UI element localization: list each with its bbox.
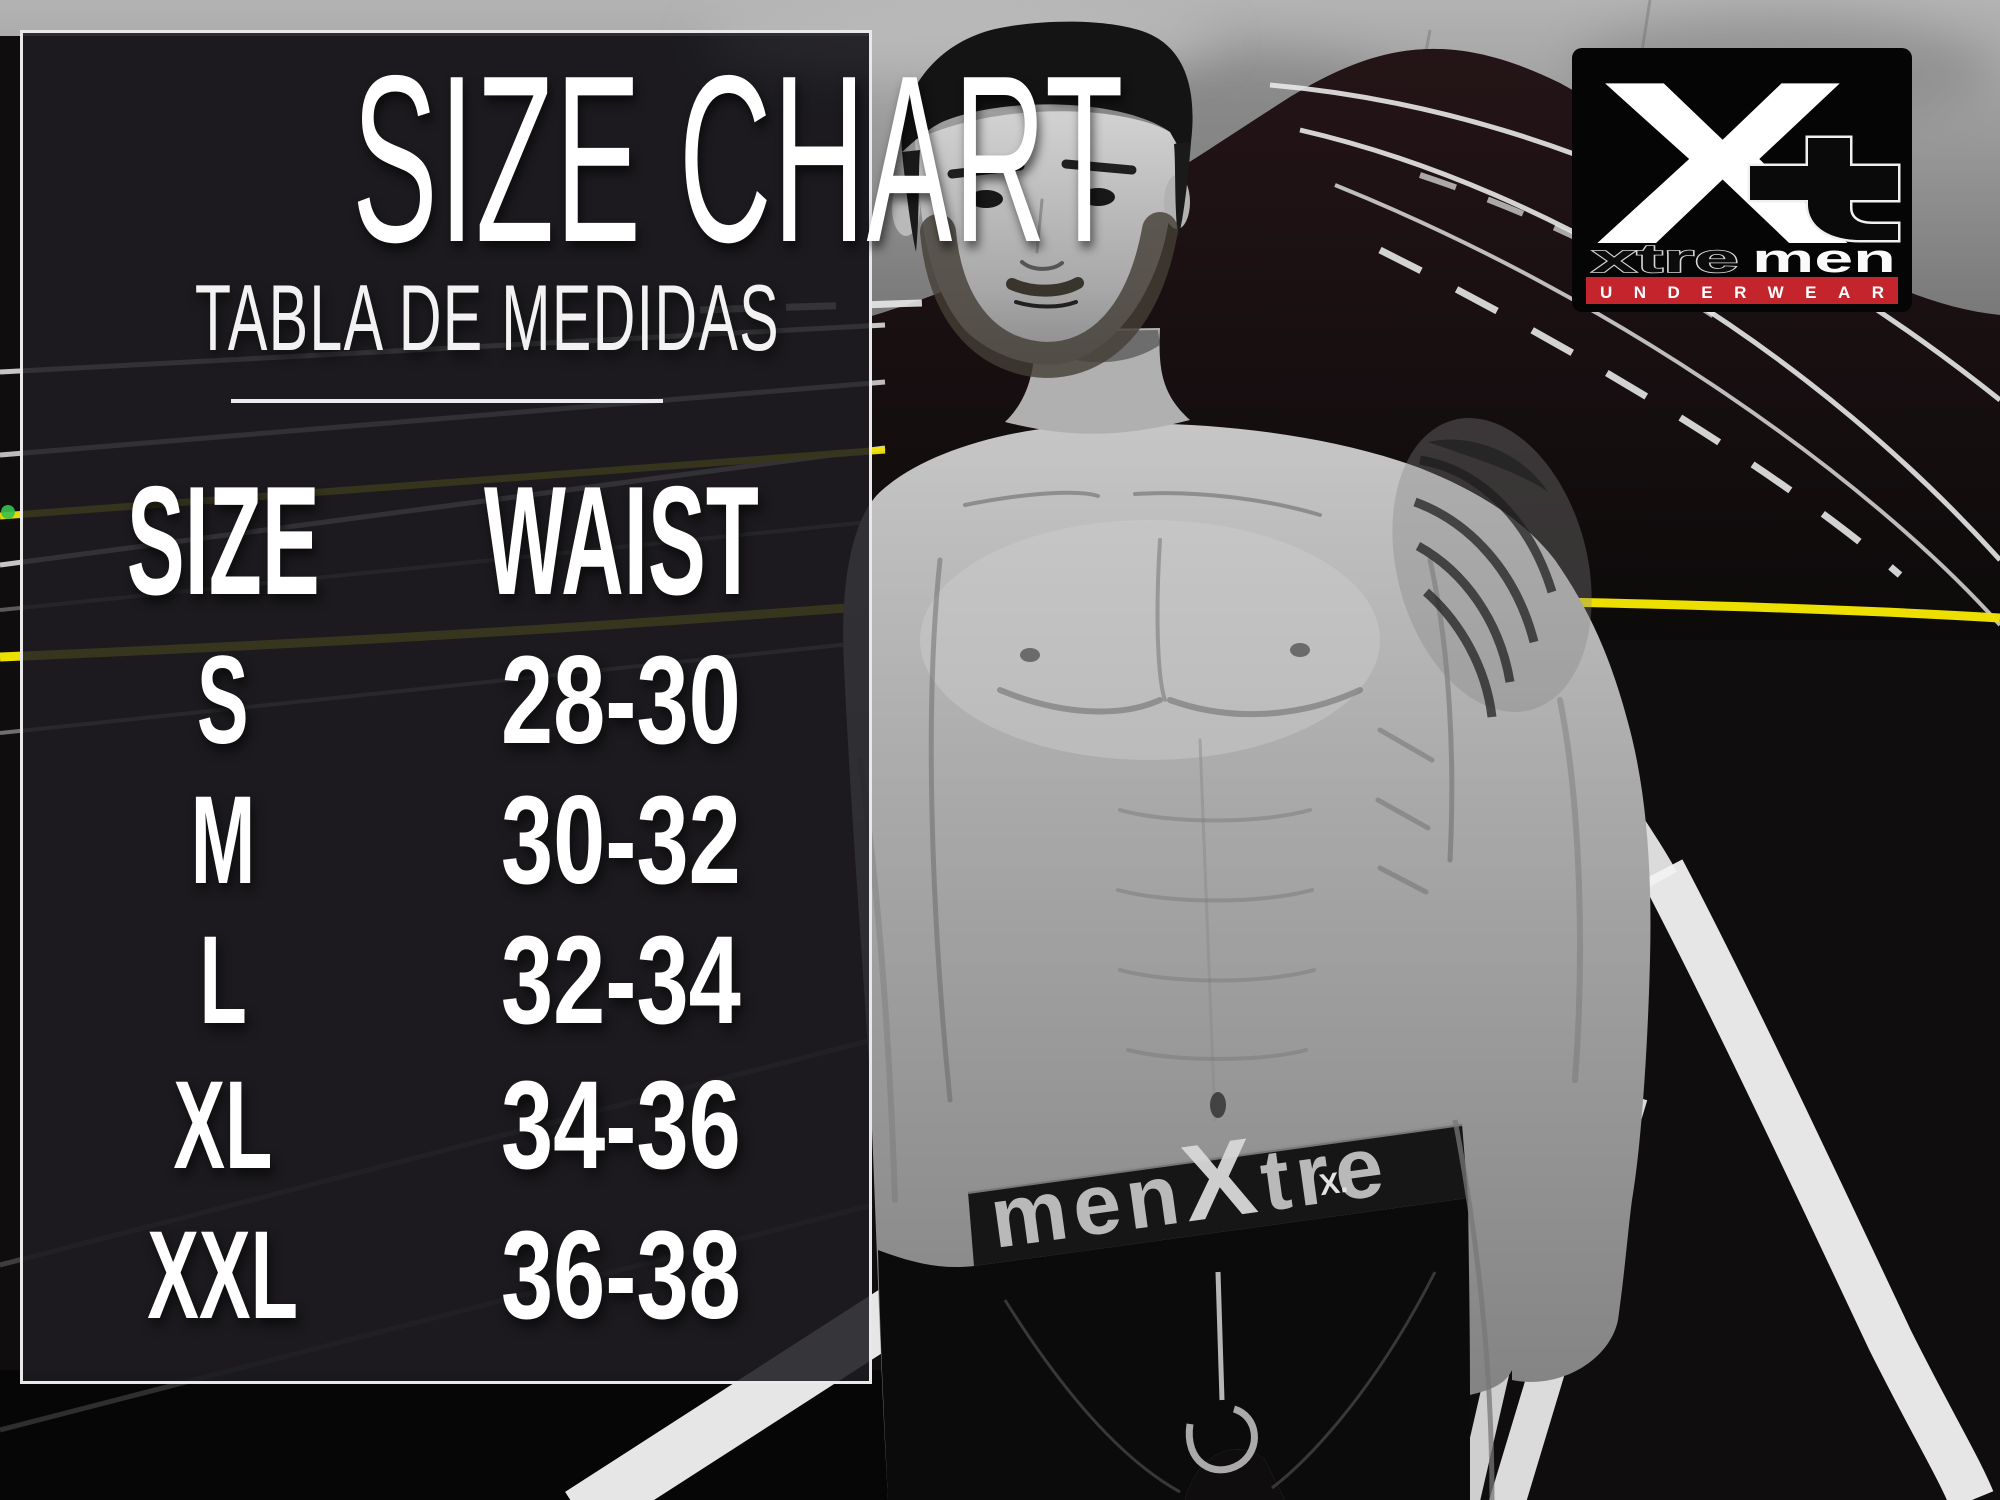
size-cell-s: S (197, 631, 249, 770)
size-cell-l: L (199, 911, 247, 1050)
waist-cell-m: 30-32 (501, 771, 741, 910)
page-subtitle-text: TABLA DE MEDIDAS (194, 265, 780, 370)
size-cell-xxl: XXL (147, 1206, 299, 1345)
logo-brand-xtre: xtre (1592, 237, 1739, 281)
waist-cell-s: 28-30 (501, 631, 741, 770)
size-chart-panel: SIZE CHART TABLA DE MEDIDAS SIZE WAIST S… (20, 30, 1123, 1384)
waist-cell-xxl: 36-38 (501, 1206, 741, 1345)
column-header-size: SIZE (126, 454, 320, 627)
xtremen-logo: X xtre men UNDERWEAR (1572, 34, 1912, 312)
logo-t-icon (1747, 135, 1901, 243)
shoulder-tattoo (1392, 418, 1592, 718)
column-header-waist: WAIST (483, 454, 759, 627)
logo-red-bar (1586, 277, 1898, 304)
waist-cell-l: 32-34 (501, 911, 741, 1050)
page-subtitle: TABLA DE MEDIDAS (23, 271, 869, 365)
size-cell-m: M (190, 771, 256, 910)
model-hair (901, 21, 1193, 154)
waist-cell-xl: 34-36 (501, 1056, 741, 1195)
divider-line (231, 399, 663, 403)
logo-brand-men: men (1752, 236, 1896, 281)
size-cell-xl: XL (173, 1056, 273, 1195)
page-title: SIZE CHART (23, 41, 1123, 279)
compression-shorts (878, 1198, 1470, 1500)
male-model: menXtre X. (843, 21, 1651, 1500)
underwear-waistband (968, 1124, 1468, 1266)
page-title-text: SIZE CHART (352, 27, 1125, 292)
logo-underwear-text: UNDERWEAR (1600, 283, 1884, 302)
waistband-small-mark: X. (1317, 1166, 1350, 1203)
